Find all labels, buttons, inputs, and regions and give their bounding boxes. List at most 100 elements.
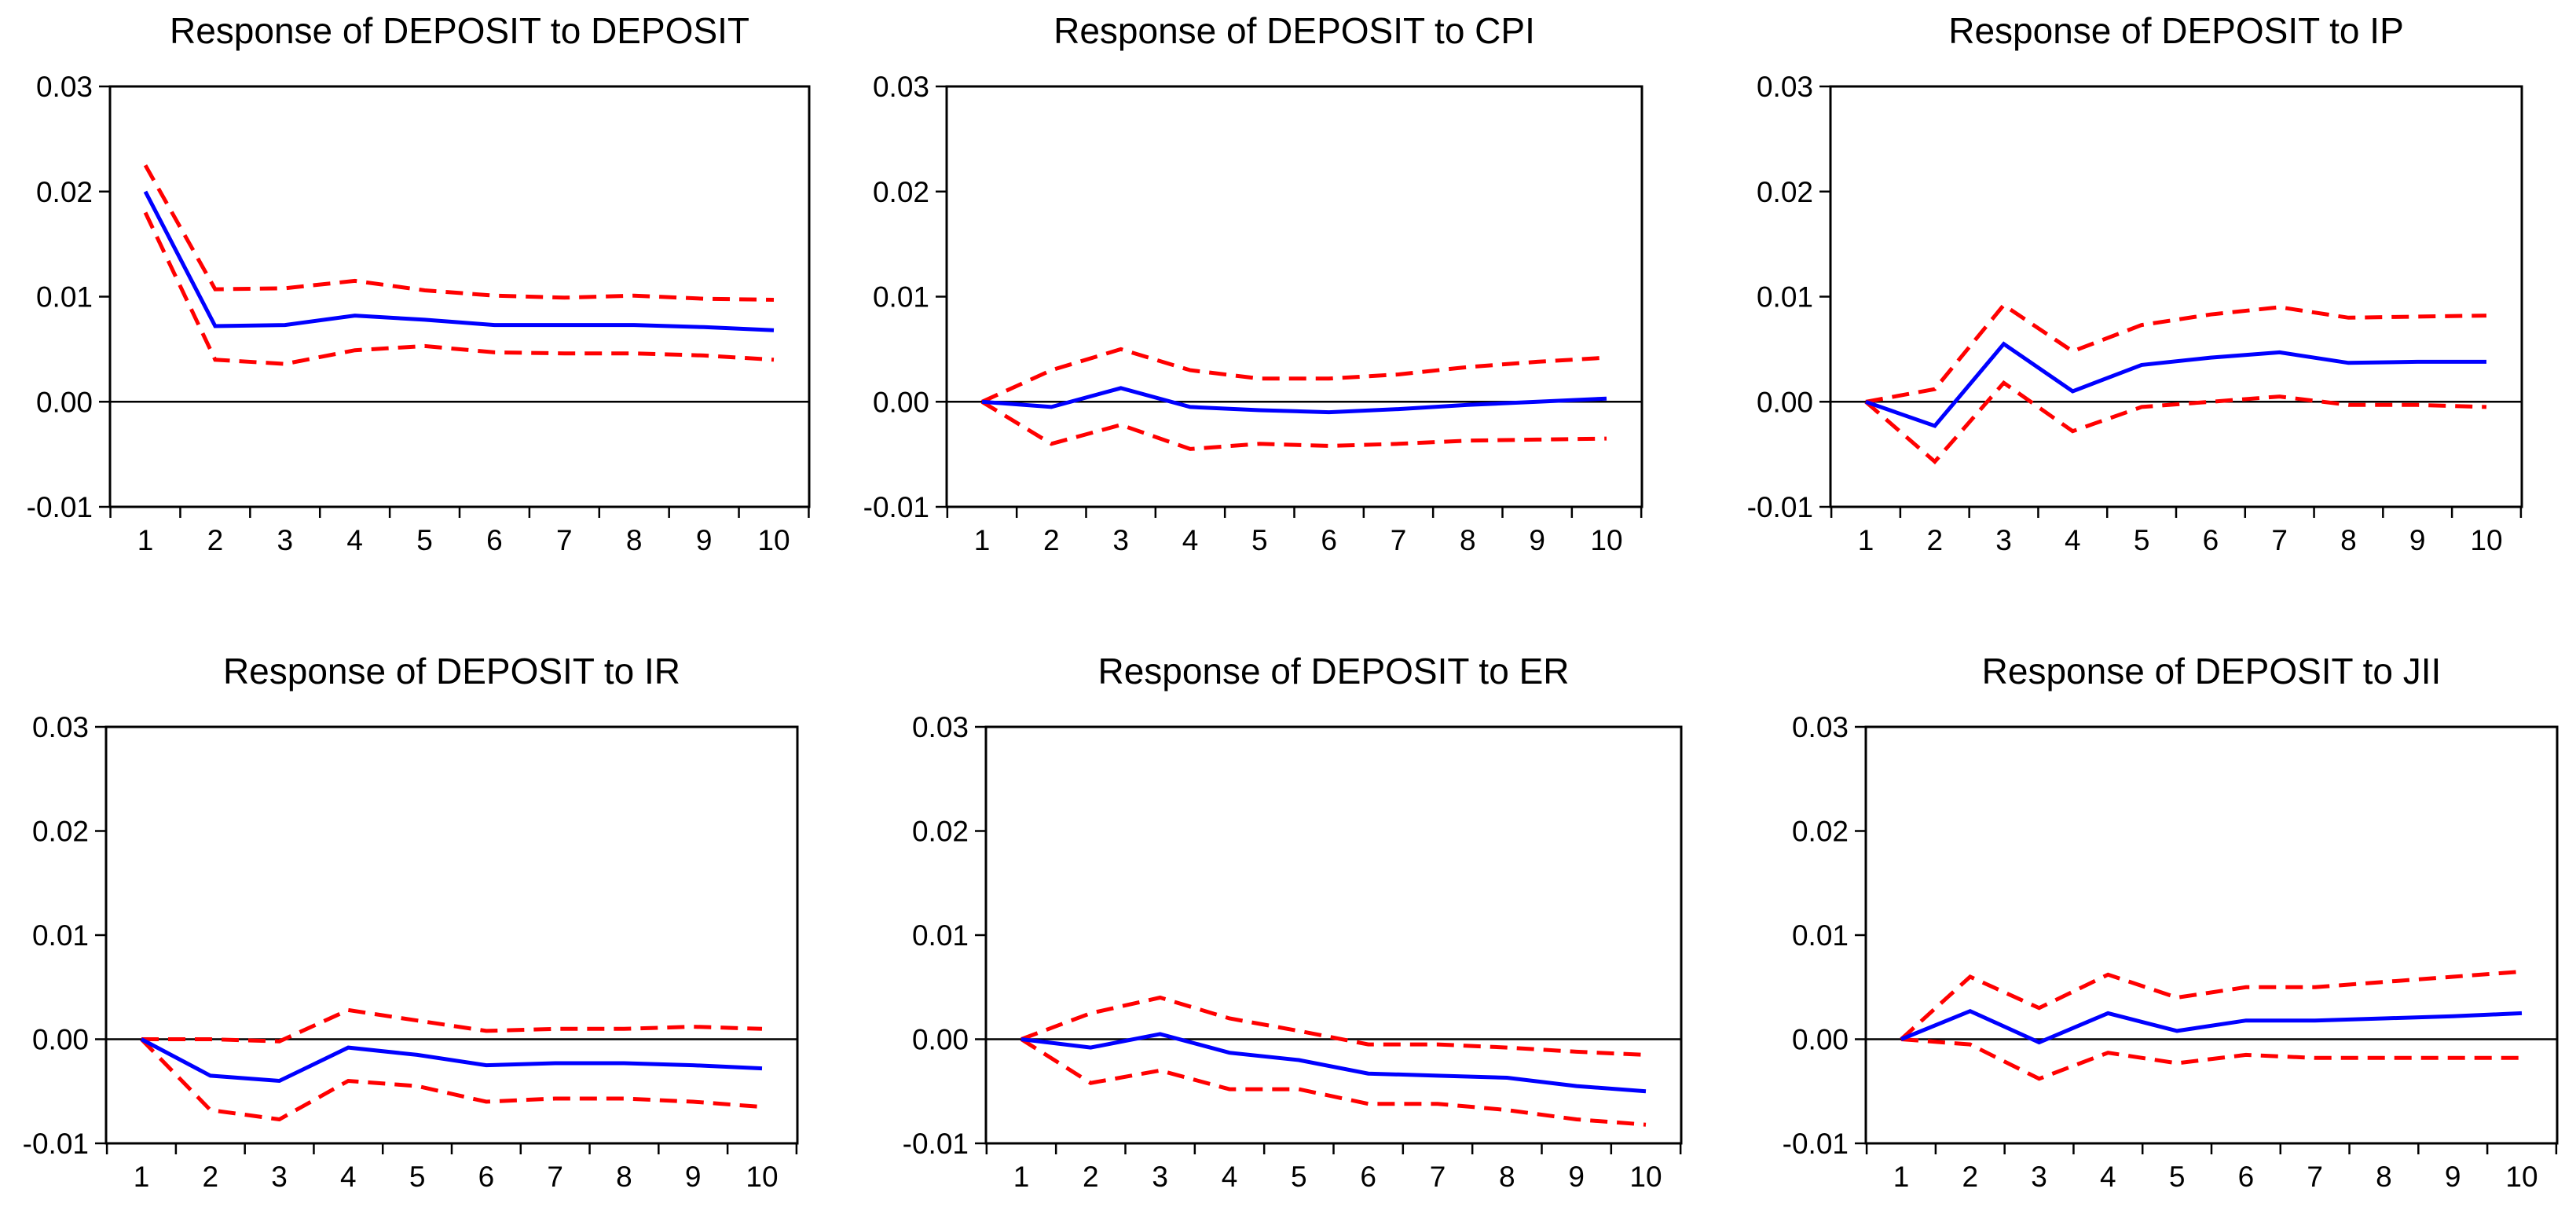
confidence-band-lower (140, 1037, 763, 1122)
chart-panel-6: Response of DEPOSIT to JII 0.03 0.02 0.01 0.… (1783, 651, 2559, 1193)
chart-title: Response of DEPOSIT to IR (223, 651, 680, 692)
plot-frame (1829, 85, 2523, 508)
x-tick-label: 7 (1391, 524, 1407, 556)
x-tick-label: 5 (409, 1161, 426, 1193)
plot-frame (104, 725, 799, 1145)
x-tick-label: 10 (1590, 524, 1622, 556)
chart-title: Response of DEPOSIT to DEPOSIT (170, 10, 749, 51)
x-tick-label: 4 (340, 1161, 357, 1193)
x-tick-label: 4 (1182, 524, 1199, 556)
x-tick-label: 4 (2065, 524, 2081, 556)
x-tick-label: 8 (626, 524, 643, 556)
x-tick-label: 3 (1112, 524, 1129, 556)
y-tick-label: -0.01 (903, 1128, 969, 1160)
x-tick-label: 8 (1460, 524, 1476, 556)
x-tick-label: 5 (2134, 524, 2150, 556)
y-tick-label: 0.01 (1757, 281, 1813, 314)
y-tick-label: 0.03 (1792, 711, 1849, 743)
chart-panel-5: Response of DEPOSIT to ER 0.03 0.02 0.01 0.0… (903, 651, 1683, 1193)
x-tick-label: 1 (974, 524, 991, 556)
x-tick-label: 3 (2031, 1161, 2047, 1193)
x-tick-label: 3 (271, 1161, 288, 1193)
chart-panel-1: Response of DEPOSIT to DEPOSIT 0.03 0.02 0.… (27, 10, 811, 556)
x-tick-label: 9 (2409, 524, 2426, 556)
y-tick-label: 0.01 (36, 281, 93, 314)
x-tick-label: 6 (1321, 524, 1337, 556)
x-tick-label: 7 (547, 1161, 563, 1193)
y-tick-label: 0.01 (912, 919, 969, 952)
confidence-band-upper (1021, 995, 1647, 1057)
confidence-band-upper (980, 347, 1607, 404)
x-tick-label: 1 (1893, 1161, 1910, 1193)
x-tick-label: 4 (346, 524, 363, 556)
y-tick-label: -0.01 (863, 491, 929, 523)
y-tick-label: 0.03 (36, 71, 93, 103)
y-tick-label: 0.03 (32, 711, 89, 743)
y-tick-label: 0.01 (1792, 919, 1849, 952)
x-tick-label: 6 (1360, 1161, 1376, 1193)
x-tick-label: 2 (1962, 1161, 1978, 1193)
chart-title: Response of DEPOSIT to CPI (1053, 10, 1535, 51)
y-tick-label: 0.03 (1757, 71, 1813, 103)
chart-panel-2: Response of DEPOSIT to CPI 0.03 0.02 0.01 0.… (863, 10, 1643, 556)
confidence-band-lower (980, 400, 1607, 451)
chart-title: Response of DEPOSIT to IP (1948, 10, 2404, 51)
y-tick-label: 0.02 (912, 816, 969, 848)
x-tick-label: 1 (137, 524, 154, 556)
y-tick-label: 0.01 (32, 919, 89, 952)
y-tick-label: 0.00 (32, 1024, 89, 1056)
x-tick-label: 9 (1529, 524, 1545, 556)
confidence-band-upper (1900, 969, 2523, 1041)
y-tick-label: 0.03 (912, 711, 969, 743)
x-tick-label: 5 (416, 524, 433, 556)
x-tick-label: 10 (2505, 1161, 2538, 1193)
x-tick-label: 7 (2307, 1161, 2323, 1193)
chart-panel-3: Response of DEPOSIT to IP 0.03 0.02 0.01 0.0… (1747, 10, 2523, 556)
y-tick-label: 0.03 (873, 71, 929, 103)
x-tick-label: 7 (1430, 1161, 1446, 1193)
y-tick-label: 0.02 (32, 816, 89, 848)
x-tick-label: 8 (2340, 524, 2357, 556)
x-tick-label: 3 (1152, 1161, 1168, 1193)
x-tick-label: 6 (486, 524, 503, 556)
x-tick-label: 10 (746, 1161, 778, 1193)
x-tick-label: 4 (2100, 1161, 2116, 1193)
x-tick-label: 4 (1222, 1161, 1238, 1193)
confidence-band-lower (1864, 380, 2487, 465)
x-tick-label: 9 (2445, 1161, 2461, 1193)
confidence-band-upper (1865, 302, 2487, 404)
plot-frame (108, 85, 811, 508)
x-tick-label: 8 (1499, 1161, 1515, 1193)
y-tick-label: 0.02 (873, 176, 929, 208)
y-tick-label: 0.02 (36, 176, 93, 208)
confidence-band-lower (143, 211, 775, 366)
x-tick-label: 3 (1995, 524, 2012, 556)
confidence-band-lower (1020, 1037, 1647, 1127)
x-tick-label: 8 (616, 1161, 632, 1193)
y-tick-label: -0.01 (27, 491, 93, 523)
x-tick-label: 7 (2271, 524, 2288, 556)
y-tick-label: 0.00 (873, 386, 929, 418)
x-tick-label: 10 (2470, 524, 2502, 556)
y-tick-label: 0.00 (36, 386, 93, 418)
x-tick-label: 2 (1926, 524, 1943, 556)
impulse-response-line (140, 1037, 763, 1084)
x-tick-label: 1 (1013, 1161, 1030, 1193)
x-tick-label: 10 (1629, 1161, 1662, 1193)
y-tick-label: 0.02 (1792, 816, 1849, 848)
y-tick-label: 0.00 (1792, 1024, 1849, 1056)
x-tick-label: 3 (277, 524, 293, 556)
x-tick-label: 2 (1043, 524, 1060, 556)
confidence-band-upper (143, 164, 775, 302)
x-tick-label: 8 (2376, 1161, 2392, 1193)
y-tick-label: 0.00 (1757, 386, 1813, 418)
impulse-response-line (143, 190, 775, 332)
confidence-band-lower (1900, 1037, 2522, 1081)
x-tick-label: 10 (757, 524, 790, 556)
impulse-response-line (1900, 1008, 2523, 1045)
confidence-band-upper (141, 1007, 763, 1044)
chart-title: Response of DEPOSIT to JII (1982, 651, 2442, 692)
x-tick-label: 6 (2203, 524, 2219, 556)
x-tick-label: 9 (685, 1161, 702, 1193)
plot-frame (1864, 725, 2559, 1145)
